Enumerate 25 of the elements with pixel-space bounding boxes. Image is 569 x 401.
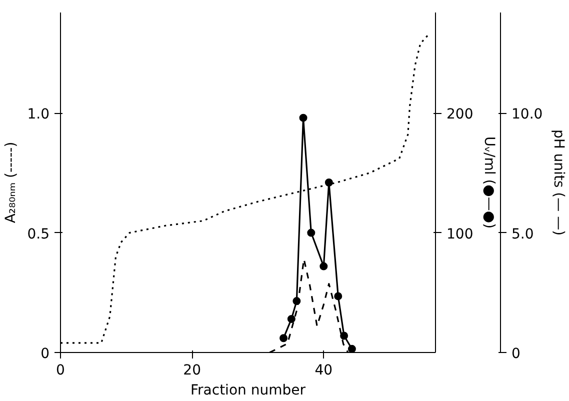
point [280,334,288,342]
point [324,178,333,186]
x-axis-title: Fraction number [190,382,306,398]
y2-tick-label: 100 [446,226,474,242]
point [340,332,348,340]
y3-tick-label: 10.0 [512,106,543,123]
point [307,228,316,237]
x-tick-label: 40 [314,362,333,378]
y3-tick-label: 5.0 [512,226,534,242]
x-tick-label: 0 [56,362,65,378]
y-axis-title: A₂₈₀ₙₘ (-----) [3,142,20,224]
y-tick-label: 0 [40,346,50,362]
y3-axis-title: pH units (— —) [550,129,567,236]
y-tick-label: 1.0 [27,106,50,123]
y3-tick-label: 0 [512,346,520,362]
point [299,114,308,122]
point [292,297,301,306]
x-tick-label: 20 [183,362,201,378]
point [320,262,328,270]
point [334,292,342,300]
point [287,314,296,323]
y2-tick-label: 200 [446,106,474,123]
point [348,344,356,352]
y-tick-label: 0.5 [27,226,50,242]
y2-axis-title: Uᵥ/ml (●—●) [481,136,498,229]
